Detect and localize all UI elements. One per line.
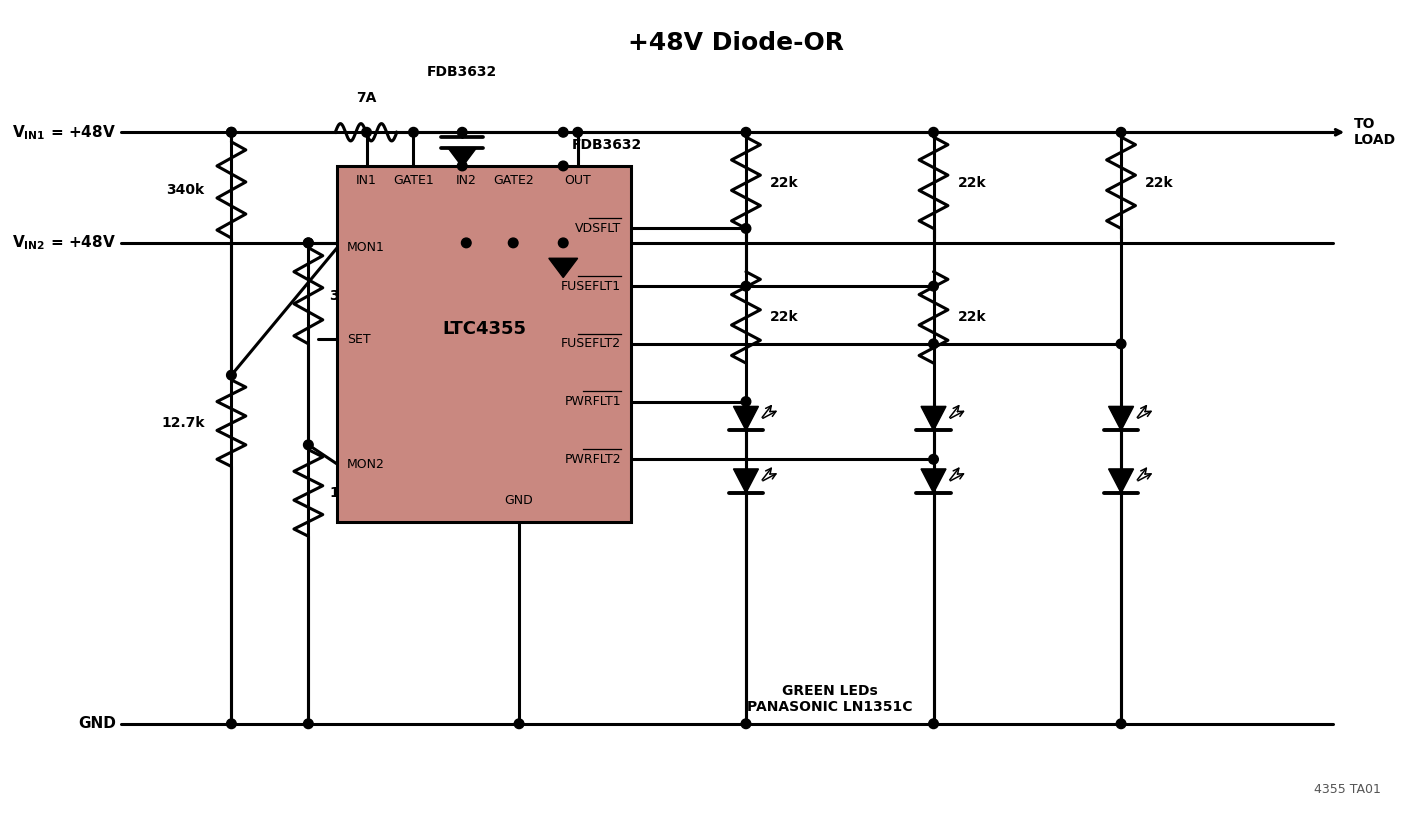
Text: 22k: 22k (1145, 176, 1173, 190)
Circle shape (509, 238, 518, 248)
Text: 7A: 7A (356, 92, 377, 106)
Circle shape (1116, 719, 1126, 729)
Text: 4355 TA01: 4355 TA01 (1314, 783, 1381, 796)
Text: $\mathbf{V_{IN2}}$ = +48V: $\mathbf{V_{IN2}}$ = +48V (13, 234, 117, 252)
Circle shape (226, 370, 236, 380)
Text: 22k: 22k (769, 176, 799, 190)
Circle shape (226, 719, 236, 729)
Text: GREEN LEDs
PANASONIC LN1351C: GREEN LEDs PANASONIC LN1351C (748, 684, 913, 714)
Circle shape (929, 281, 939, 291)
Circle shape (741, 127, 751, 137)
Text: 12.7k: 12.7k (161, 416, 205, 430)
Text: 22k: 22k (769, 310, 799, 324)
Text: FDB3632: FDB3632 (572, 137, 641, 151)
Polygon shape (921, 406, 946, 430)
Circle shape (303, 440, 313, 449)
Polygon shape (921, 469, 946, 493)
Circle shape (1116, 127, 1126, 137)
Polygon shape (734, 469, 758, 493)
Circle shape (559, 238, 567, 248)
Text: MON2: MON2 (347, 458, 385, 471)
Polygon shape (1109, 469, 1133, 493)
Circle shape (303, 719, 313, 729)
Circle shape (515, 719, 523, 729)
Text: 7A: 7A (414, 202, 434, 216)
Text: FUSEFLT2: FUSEFLT2 (560, 337, 621, 350)
Text: GATE1: GATE1 (392, 174, 434, 186)
Circle shape (361, 127, 371, 137)
Text: 22k: 22k (957, 310, 987, 324)
Circle shape (303, 238, 313, 248)
Circle shape (462, 238, 471, 248)
Text: 22k: 22k (957, 176, 987, 190)
Text: PWRFLT2: PWRFLT2 (565, 453, 621, 466)
Circle shape (559, 161, 567, 171)
Text: OUT: OUT (565, 174, 592, 186)
Text: IN2: IN2 (456, 174, 476, 186)
Circle shape (1116, 339, 1126, 349)
Text: SET: SET (347, 333, 371, 345)
Circle shape (559, 127, 567, 137)
Polygon shape (1109, 406, 1133, 430)
Circle shape (226, 127, 236, 137)
Text: IN1: IN1 (356, 174, 377, 186)
Text: PWRFLT1: PWRFLT1 (565, 395, 621, 408)
Circle shape (741, 281, 751, 291)
Polygon shape (448, 147, 476, 167)
Circle shape (303, 238, 313, 248)
Text: FUSEFLT1: FUSEFLT1 (560, 280, 621, 293)
Circle shape (929, 339, 939, 349)
Text: $\mathbf{V_{IN1}}$ = +48V: $\mathbf{V_{IN1}}$ = +48V (13, 123, 117, 141)
FancyBboxPatch shape (337, 166, 630, 522)
Circle shape (408, 127, 418, 137)
Text: VDSFLT: VDSFLT (574, 222, 621, 235)
Circle shape (929, 719, 939, 729)
Circle shape (573, 127, 583, 137)
Text: TO
LOAD: TO LOAD (1354, 117, 1396, 147)
Circle shape (741, 224, 751, 233)
Circle shape (929, 127, 939, 137)
Text: MON1: MON1 (347, 241, 385, 255)
Polygon shape (734, 406, 758, 430)
Circle shape (741, 397, 751, 406)
Circle shape (458, 127, 466, 137)
Circle shape (226, 127, 236, 137)
Circle shape (741, 719, 751, 729)
Text: 12.7k: 12.7k (330, 486, 373, 500)
Circle shape (458, 161, 466, 171)
Text: LTC4355: LTC4355 (442, 320, 526, 339)
Text: 340k: 340k (330, 289, 368, 303)
Text: FDB3632: FDB3632 (427, 66, 498, 79)
Polygon shape (549, 258, 577, 278)
Text: GND: GND (505, 494, 533, 508)
Text: 340k: 340k (166, 183, 205, 197)
Text: +48V Diode-OR: +48V Diode-OR (629, 32, 845, 55)
Circle shape (929, 454, 939, 464)
Text: GND: GND (78, 716, 117, 731)
Text: GATE2: GATE2 (493, 174, 533, 186)
